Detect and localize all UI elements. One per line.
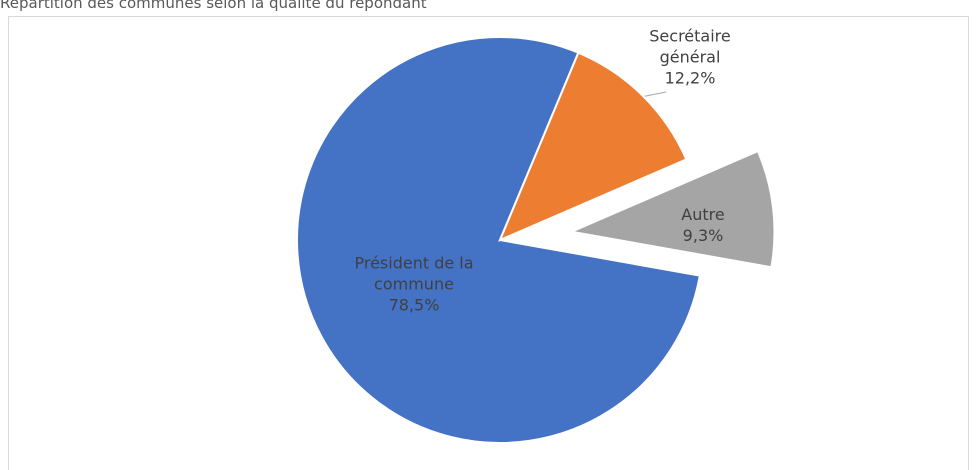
chart-title: Répartition des communes selon la qualit… <box>0 0 427 12</box>
slice-category: Président de la commune <box>354 253 474 294</box>
slice-category: Autre <box>681 205 725 224</box>
slice-category: Secrétaire général <box>649 26 731 67</box>
leader-line <box>640 91 667 98</box>
pie-slice <box>296 36 702 444</box>
slice-value: 12,2% <box>664 68 716 88</box>
pie-slice <box>498 51 688 242</box>
slice-value: 9,3% <box>682 226 724 245</box>
slice-value: 78,5% <box>388 295 440 315</box>
slice-label: Président de la commune 78,5% <box>339 253 489 316</box>
slice-label: Secrétaire général 12,2% <box>630 26 750 89</box>
slice-label: Autre 9,3% <box>643 204 763 246</box>
pie-slice <box>568 149 776 269</box>
chart-frame <box>8 16 969 470</box>
